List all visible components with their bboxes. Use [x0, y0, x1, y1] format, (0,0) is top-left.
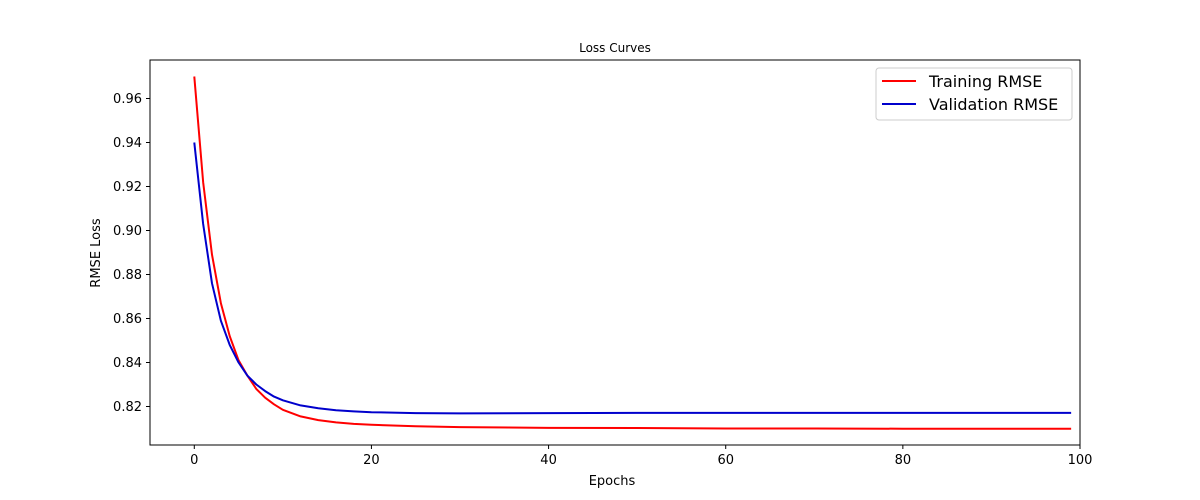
- x-tick-label: 100: [1068, 453, 1093, 468]
- x-tick-label: 0: [190, 453, 198, 468]
- y-tick-label: 0.84: [113, 356, 142, 371]
- y-axis-ticks: 0.82 0.84 0.86 0.88 0.90 0.92 0.94 0.96: [113, 92, 150, 415]
- x-tick-label: 60: [717, 453, 734, 468]
- x-tick-label: 40: [540, 453, 557, 468]
- series-line-validation-rmse: [193, 142, 1072, 415]
- plot-area: [149, 59, 1081, 446]
- y-tick-label: 0.82: [113, 400, 142, 415]
- y-tick-label: 0.92: [113, 180, 142, 195]
- x-axis-title: Epochs: [589, 474, 636, 489]
- series-line-training-rmse: [193, 76, 1072, 430]
- y-tick-label: 0.88: [113, 268, 142, 283]
- y-tick-label: 0.90: [113, 224, 142, 239]
- x-tick-label: 80: [895, 453, 912, 468]
- legend-box: [875, 67, 1073, 121]
- x-tick-label: 20: [363, 453, 380, 468]
- legend-label-validation: Validation RMSE: [929, 95, 1058, 114]
- legend: Training RMSE Validation RMSE: [875, 67, 1073, 121]
- legend-label-training: Training RMSE: [928, 72, 1042, 91]
- x-axis-ticks: 0 20 40 60 80 100: [190, 445, 1092, 468]
- y-tick-label: 0.94: [113, 136, 142, 151]
- y-tick-label: 0.86: [113, 312, 142, 327]
- y-axis-title: RMSE Loss: [89, 218, 104, 288]
- y-tick-label: 0.96: [113, 92, 142, 107]
- chart-title: Loss Curves: [579, 41, 651, 55]
- series-layer: [193, 76, 1072, 430]
